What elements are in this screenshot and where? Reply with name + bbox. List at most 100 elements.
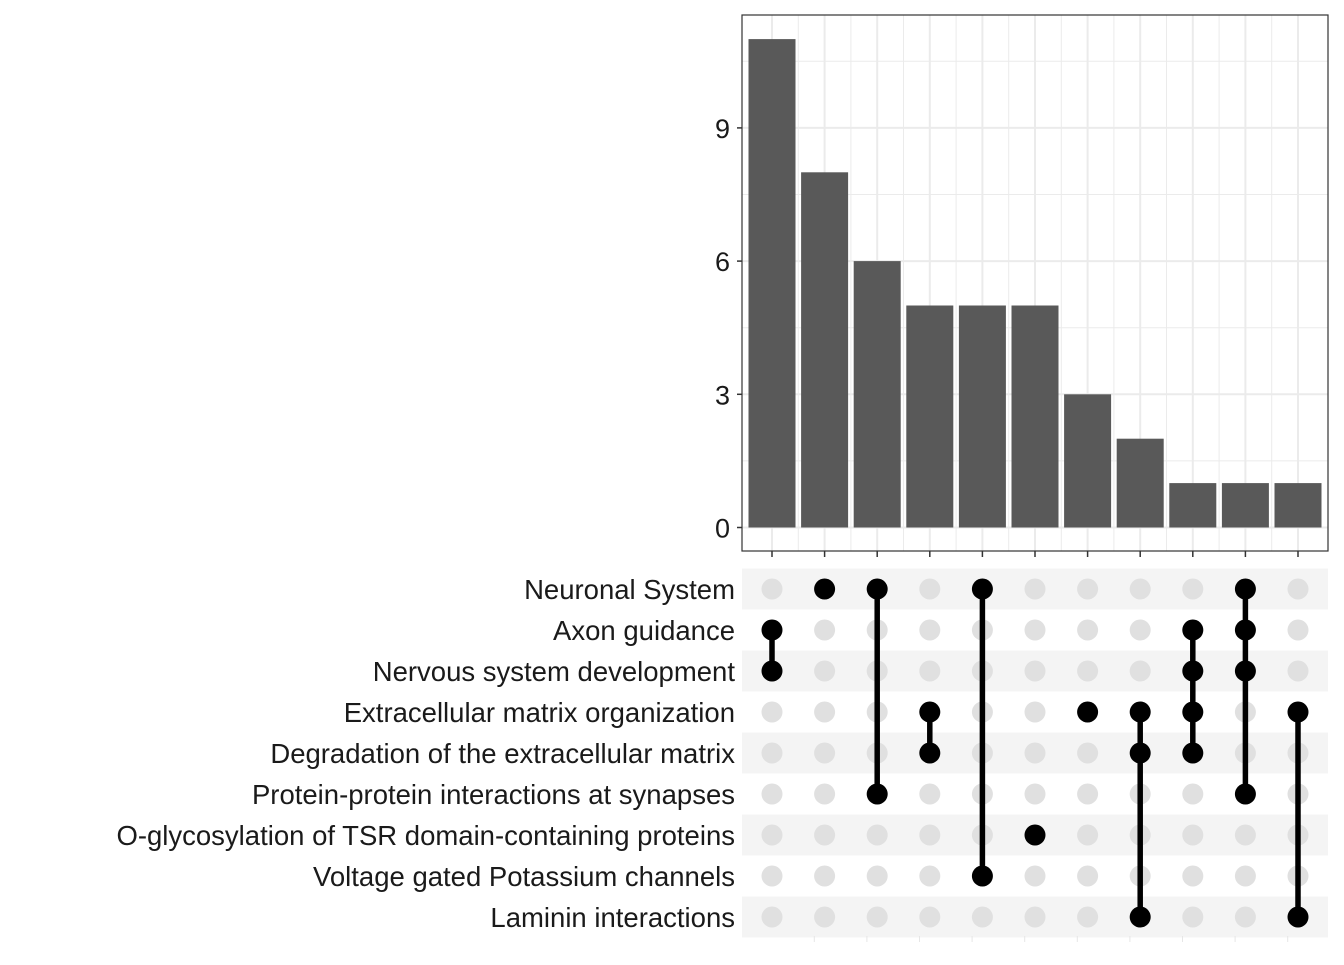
inactive-dot <box>1182 906 1204 928</box>
inactive-dot <box>919 619 941 641</box>
set-label: Extracellular matrix organization <box>344 697 735 728</box>
active-dot <box>971 578 993 600</box>
bar-panel: 0 3 6 9 <box>715 14 1329 557</box>
intersection-bar <box>958 305 1006 528</box>
inactive-dot <box>814 865 836 887</box>
inactive-dot <box>1234 906 1256 928</box>
inactive-dot <box>919 660 941 682</box>
active-dot <box>971 865 993 887</box>
inactive-dot <box>1024 578 1046 600</box>
active-dot <box>1129 906 1151 928</box>
inactive-dot <box>814 906 836 928</box>
active-dot <box>761 619 783 641</box>
inactive-dot <box>1077 578 1099 600</box>
inactive-dot <box>814 824 836 846</box>
active-dot <box>1182 660 1204 682</box>
active-dot <box>866 578 888 600</box>
active-dot <box>1287 906 1309 928</box>
inactive-dot <box>1024 906 1046 928</box>
y-tick-label: 3 <box>715 380 730 410</box>
inactive-dot <box>1077 660 1099 682</box>
inactive-dot <box>761 865 783 887</box>
active-dot <box>1129 701 1151 723</box>
intersection-bar <box>1116 438 1164 528</box>
active-dot <box>1234 660 1256 682</box>
active-dot <box>919 742 941 764</box>
inactive-dot <box>919 906 941 928</box>
intersection-bar <box>1221 483 1269 528</box>
intersection-bar <box>748 39 796 528</box>
inactive-dot <box>919 578 941 600</box>
inactive-dot <box>761 742 783 764</box>
intersection-bar <box>906 305 954 528</box>
active-dot <box>1287 701 1309 723</box>
inactive-dot <box>1129 619 1151 641</box>
inactive-dot <box>814 701 836 723</box>
intersection-bar <box>1274 483 1322 528</box>
inactive-dot <box>814 742 836 764</box>
inactive-dot <box>761 701 783 723</box>
inactive-dot <box>814 660 836 682</box>
inactive-dot <box>1182 865 1204 887</box>
inactive-dot <box>1287 660 1309 682</box>
set-label: Laminin interactions <box>490 902 735 933</box>
inactive-dot <box>919 865 941 887</box>
inactive-dot <box>866 906 888 928</box>
set-label: Voltage gated Potassium channels <box>313 861 735 892</box>
set-label: O-glycosylation of TSR domain-containing… <box>116 820 735 851</box>
intersection-bar <box>1011 305 1059 528</box>
active-dot <box>1234 783 1256 805</box>
set-label: Protein-protein interactions at synapses <box>252 779 735 810</box>
inactive-dot <box>1077 865 1099 887</box>
inactive-dot <box>1024 783 1046 805</box>
inactive-dot <box>1024 701 1046 723</box>
active-dot <box>1024 824 1046 846</box>
active-dot <box>1077 701 1099 723</box>
inactive-dot <box>1077 619 1099 641</box>
active-dot <box>1182 619 1204 641</box>
active-dot <box>1182 701 1204 723</box>
intersection-bar <box>801 172 849 528</box>
inactive-dot <box>814 619 836 641</box>
active-dot <box>919 701 941 723</box>
inactive-dot <box>1182 824 1204 846</box>
inactive-dot <box>1287 578 1309 600</box>
active-dot <box>1234 619 1256 641</box>
matrix-panel: Neuronal System Axon guidance Nervous syst… <box>116 568 1328 942</box>
inactive-dot <box>1024 865 1046 887</box>
inactive-dot <box>1234 865 1256 887</box>
set-label: Axon guidance <box>553 615 735 646</box>
set-label: Degradation of the extracellular matrix <box>270 738 735 769</box>
inactive-dot <box>1234 824 1256 846</box>
inactive-dot <box>1024 619 1046 641</box>
inactive-dot <box>1129 578 1151 600</box>
inactive-dot <box>1129 660 1151 682</box>
active-dot <box>761 660 783 682</box>
inactive-dot <box>919 783 941 805</box>
inactive-dot <box>814 783 836 805</box>
set-label: Neuronal System <box>524 574 735 605</box>
active-dot <box>1234 578 1256 600</box>
inactive-dot <box>971 906 993 928</box>
inactive-dot <box>761 783 783 805</box>
inactive-dot <box>1077 783 1099 805</box>
inactive-dot <box>1024 742 1046 764</box>
inactive-dot <box>919 824 941 846</box>
inactive-dot <box>1287 619 1309 641</box>
intersection-bar <box>1169 483 1217 528</box>
intersection-bar <box>1064 394 1112 528</box>
inactive-dot <box>1182 578 1204 600</box>
y-tick-label: 9 <box>715 114 730 144</box>
inactive-dot <box>761 906 783 928</box>
y-tick-label: 6 <box>715 247 730 277</box>
inactive-dot <box>1077 824 1099 846</box>
y-tick-label: 0 <box>715 514 730 544</box>
inactive-dot <box>761 824 783 846</box>
set-label: Nervous system development <box>373 656 736 687</box>
active-dot <box>1129 742 1151 764</box>
active-dot <box>814 578 836 600</box>
intersection-bar <box>853 261 901 528</box>
inactive-dot <box>761 578 783 600</box>
inactive-dot <box>1077 906 1099 928</box>
